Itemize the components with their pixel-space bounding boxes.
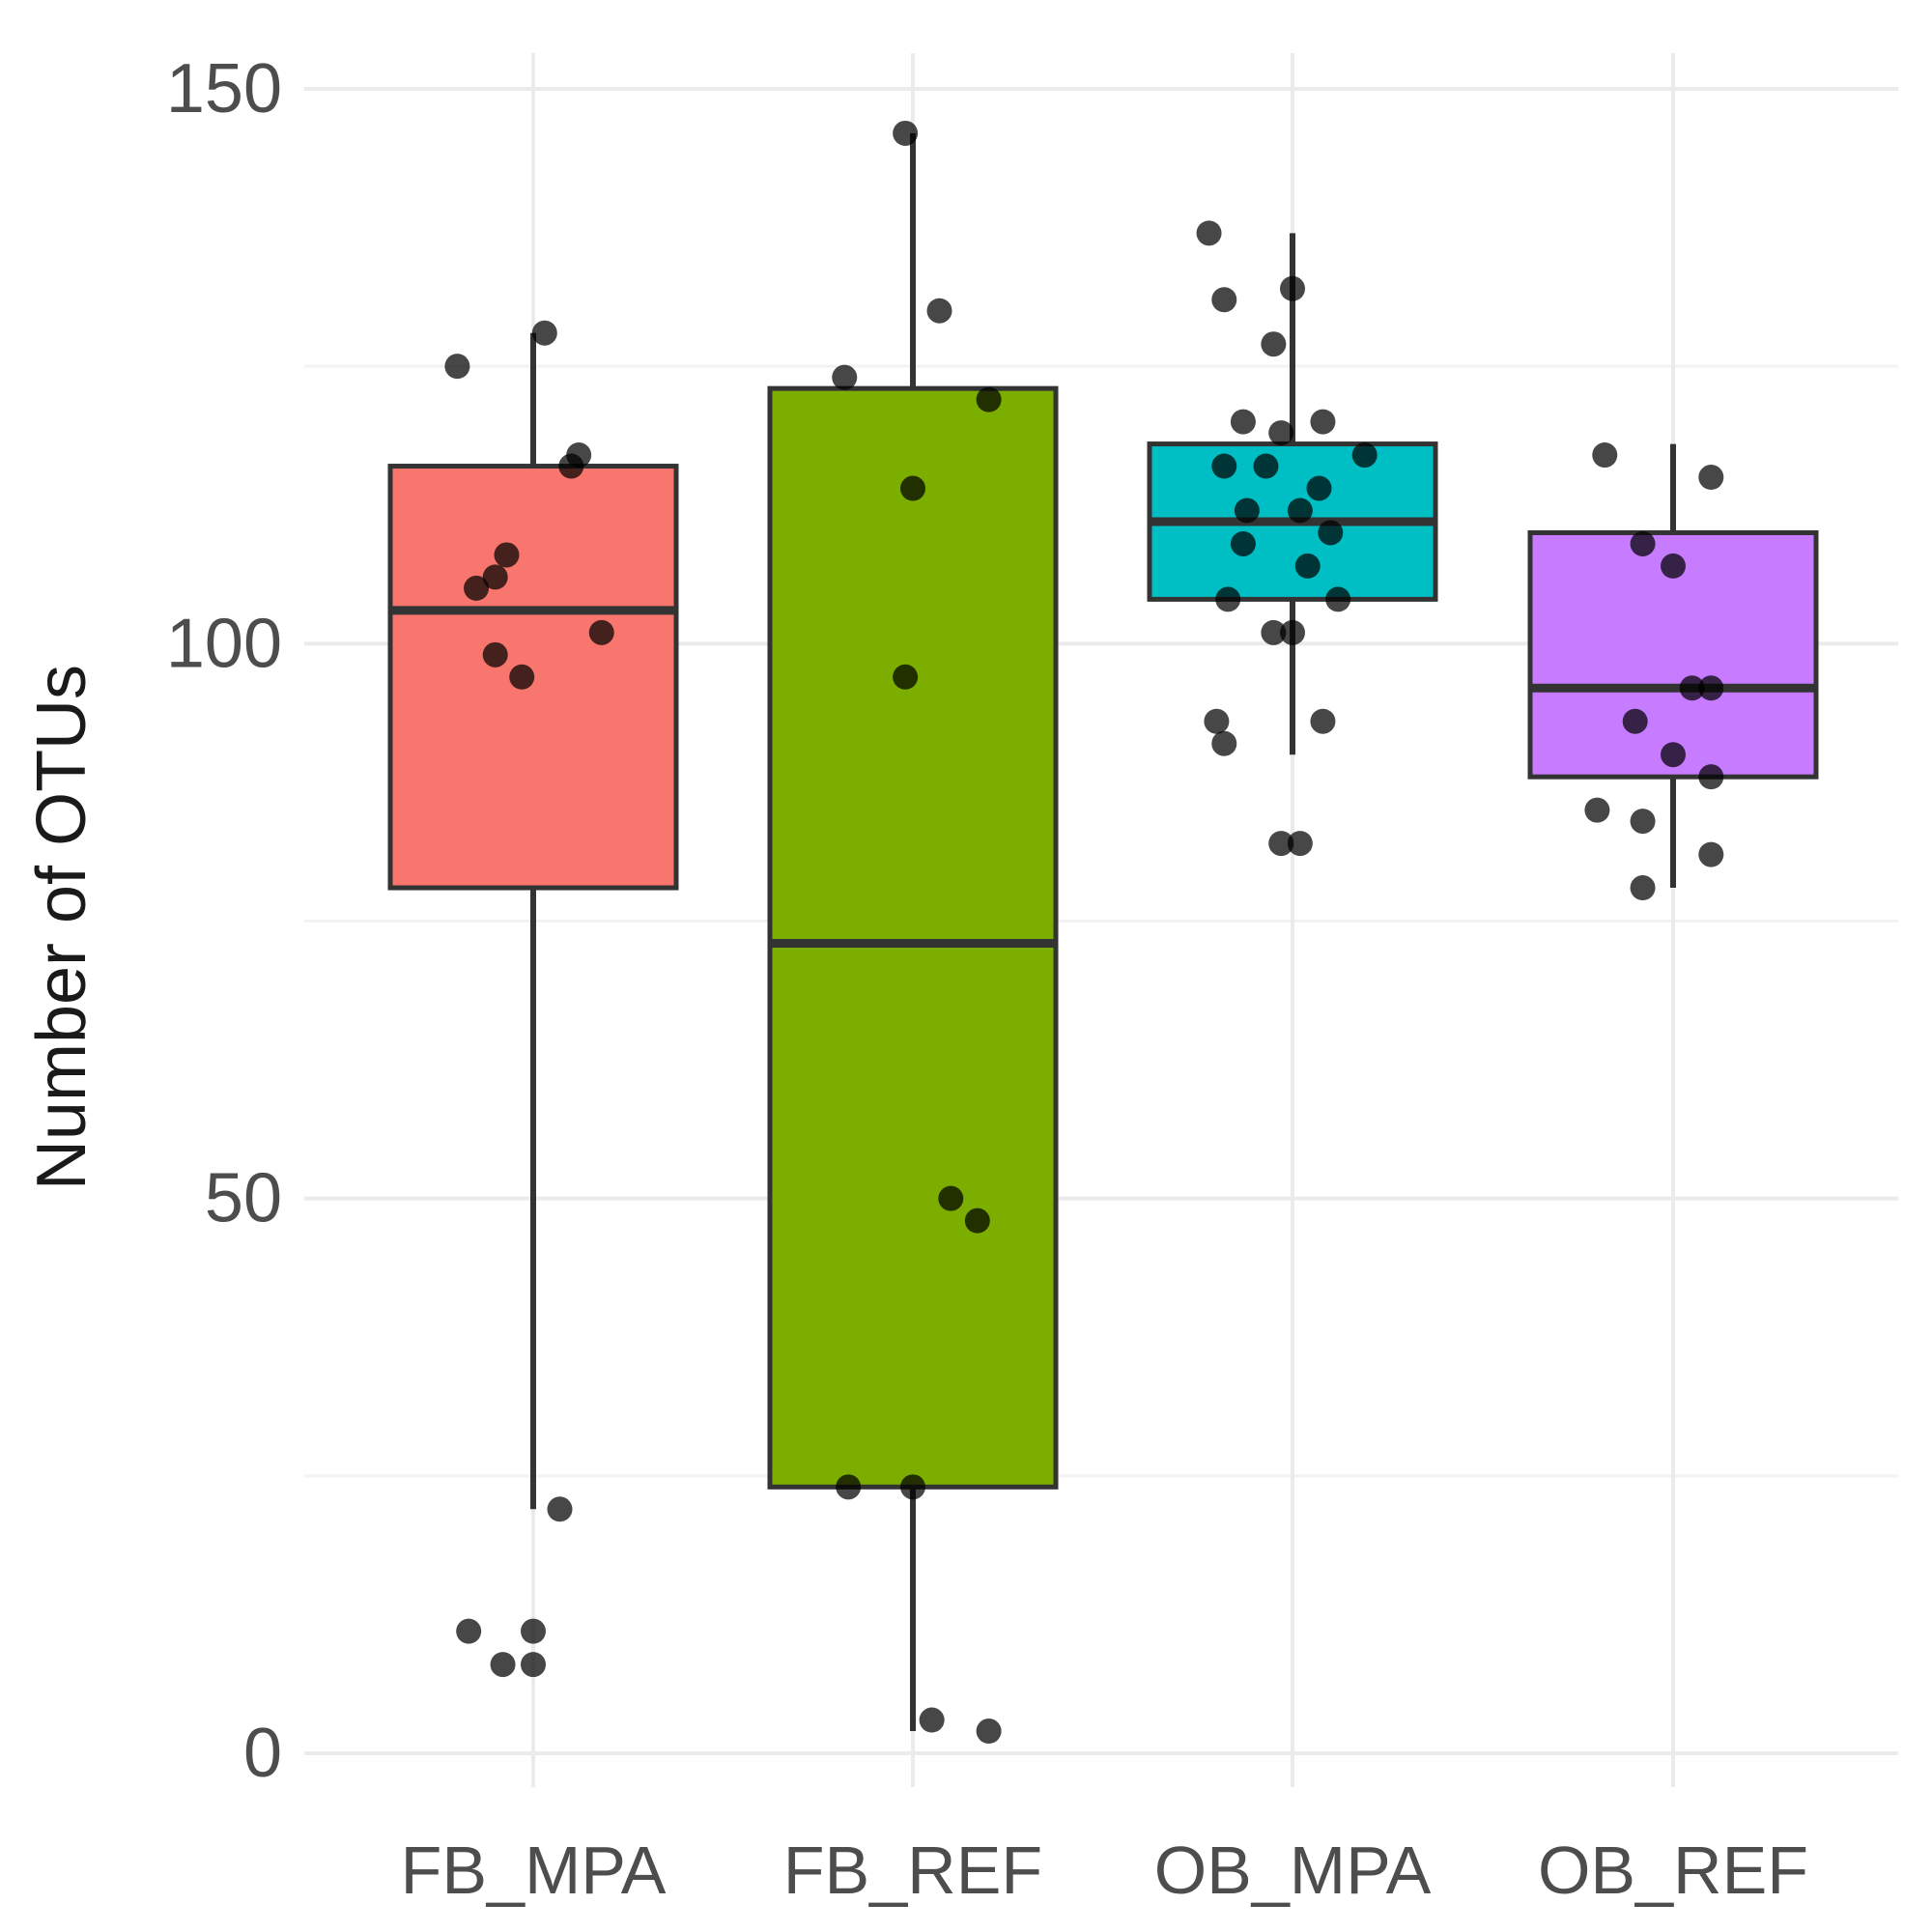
data-point bbox=[490, 1652, 516, 1678]
data-point bbox=[832, 364, 858, 390]
data-point bbox=[1287, 497, 1313, 524]
data-point bbox=[900, 1474, 925, 1500]
data-point bbox=[1211, 287, 1237, 313]
data-point bbox=[494, 542, 520, 568]
data-point bbox=[1698, 764, 1724, 790]
data-point bbox=[547, 1496, 573, 1522]
data-point bbox=[1318, 520, 1344, 546]
data-point bbox=[1234, 497, 1260, 524]
data-point bbox=[1310, 708, 1336, 734]
data-point bbox=[1294, 553, 1321, 579]
data-point bbox=[464, 575, 490, 601]
data-point bbox=[1253, 453, 1279, 479]
data-point bbox=[482, 641, 508, 668]
data-point bbox=[1261, 331, 1287, 357]
data-point bbox=[893, 664, 919, 690]
x-tick-label: FB_MPA bbox=[401, 1833, 667, 1908]
y-axis-title: Number of OTUs bbox=[23, 665, 100, 1190]
data-point bbox=[1211, 730, 1237, 756]
data-point bbox=[1679, 675, 1705, 701]
data-point bbox=[1630, 809, 1656, 835]
x-axis-ticks: FB_MPA FB_REF OB_MPA OB_REF bbox=[401, 1833, 1808, 1908]
data-point bbox=[1268, 831, 1294, 857]
data-point bbox=[1630, 875, 1656, 901]
data-point bbox=[1306, 475, 1332, 501]
x-tick-label: OB_MPA bbox=[1154, 1833, 1432, 1908]
y-tick-label: 150 bbox=[166, 50, 282, 128]
data-point bbox=[521, 1652, 546, 1678]
data-point bbox=[1698, 841, 1724, 867]
data-point bbox=[1280, 619, 1305, 645]
y-axis-ticks: 0 50 100 150 bbox=[166, 50, 282, 1792]
data-point bbox=[938, 1185, 964, 1211]
data-point bbox=[566, 442, 592, 469]
x-tick-label: OB_REF bbox=[1538, 1833, 1808, 1908]
data-point bbox=[531, 320, 557, 346]
data-point bbox=[482, 564, 508, 590]
data-point bbox=[1280, 275, 1305, 301]
box-ob-ref bbox=[1527, 443, 1819, 889]
data-point bbox=[1325, 586, 1351, 612]
data-point bbox=[926, 298, 952, 324]
data-point bbox=[509, 664, 535, 690]
jitter-points bbox=[444, 120, 1724, 1745]
data-point bbox=[444, 354, 470, 380]
data-point bbox=[1592, 442, 1618, 469]
data-point bbox=[1211, 453, 1237, 479]
data-point bbox=[1230, 409, 1256, 435]
x-tick-label: FB_REF bbox=[783, 1833, 1042, 1908]
data-point bbox=[1351, 442, 1378, 469]
data-point bbox=[1196, 220, 1222, 246]
data-point bbox=[976, 386, 1002, 412]
data-point bbox=[1268, 420, 1294, 446]
box-ob-mpa bbox=[1147, 233, 1438, 755]
data-point bbox=[1310, 409, 1336, 435]
data-point bbox=[1622, 708, 1648, 734]
data-point bbox=[1287, 831, 1313, 857]
data-point bbox=[521, 1618, 546, 1644]
data-point bbox=[1698, 465, 1724, 491]
data-point bbox=[456, 1618, 482, 1644]
iqr-box bbox=[767, 385, 1059, 1490]
y-tick-label: 50 bbox=[205, 1160, 282, 1237]
data-point bbox=[919, 1707, 945, 1733]
data-point bbox=[1204, 708, 1230, 734]
y-tick-label: 0 bbox=[243, 1715, 282, 1792]
data-point bbox=[1215, 586, 1241, 612]
data-point bbox=[1230, 530, 1256, 556]
data-point bbox=[976, 1719, 1002, 1745]
data-point bbox=[1261, 619, 1287, 645]
data-point bbox=[964, 1208, 990, 1234]
data-point bbox=[900, 475, 925, 501]
data-point bbox=[1661, 742, 1686, 768]
data-point bbox=[836, 1474, 862, 1500]
data-point bbox=[893, 120, 919, 146]
y-tick-label: 100 bbox=[166, 605, 282, 682]
data-point bbox=[1698, 675, 1724, 701]
data-point bbox=[1661, 553, 1686, 579]
data-point bbox=[1630, 530, 1656, 556]
grid bbox=[304, 53, 1898, 1787]
data-point bbox=[588, 619, 614, 645]
boxes bbox=[387, 132, 1819, 1732]
data-point bbox=[1584, 797, 1610, 823]
